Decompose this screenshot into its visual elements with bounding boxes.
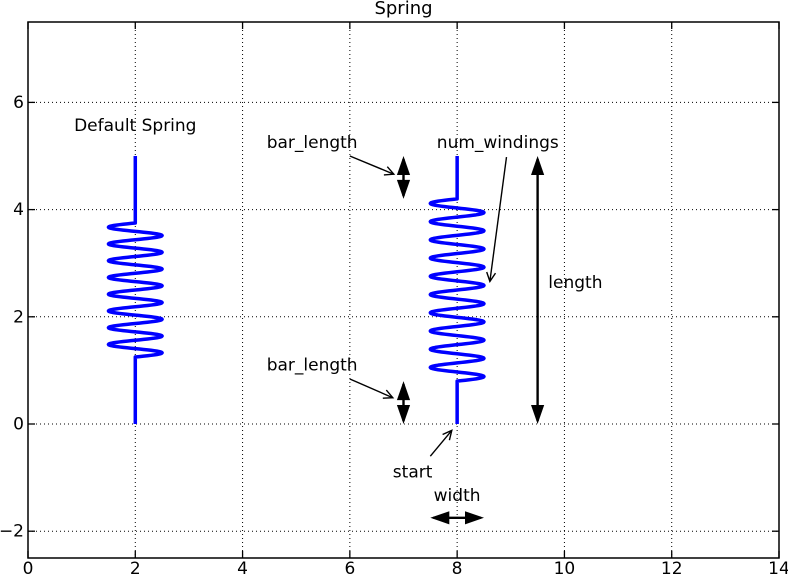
axes-frame — [27, 21, 780, 559]
num-windings-label: num_windings — [437, 133, 559, 153]
chart-title: Spring — [374, 0, 433, 19]
x-tick-label: 8 — [452, 559, 463, 577]
y-tick-label: 6 — [13, 93, 24, 113]
annotated-spring — [428, 156, 486, 424]
ticks — [27, 22, 780, 558]
start-pointer — [429, 429, 453, 457]
bar-length-top-extent — [396, 156, 411, 199]
extent-arrows — [396, 156, 545, 525]
default-spring — [106, 156, 164, 424]
length-label: length — [548, 273, 602, 293]
x-tick-label: 0 — [23, 559, 34, 577]
x-tick-label: 4 — [237, 559, 248, 577]
default-spring-label: Default Spring — [74, 116, 196, 136]
bar-length-bottom-label: bar_length — [267, 355, 358, 375]
x-tick-labels: 0 2 4 6 8 10 12 14 — [23, 559, 788, 577]
width-extent — [430, 511, 484, 525]
num-windings-pointer — [486, 156, 508, 283]
y-tick-label: 0 — [13, 415, 24, 435]
bar-length-bottom-pointer — [349, 378, 395, 399]
annotations: Default Spring bar_length num_windingsleng… — [74, 116, 602, 506]
y-tick-labels: −2 0 2 4 6 — [0, 93, 24, 542]
x-tick-label: 14 — [768, 559, 788, 577]
length-extent — [531, 156, 545, 424]
x-tick-label: 6 — [344, 559, 355, 577]
spring-lines — [106, 156, 486, 424]
x-tick-label: 12 — [661, 559, 683, 577]
x-tick-label: 2 — [130, 559, 141, 577]
bar-length-top-pointer — [349, 155, 396, 176]
y-tick-label: −2 — [0, 522, 24, 542]
width-label: width — [434, 486, 481, 506]
start-label: start — [393, 463, 433, 483]
bar-length-top-label: bar_length — [267, 133, 358, 153]
y-tick-label: 4 — [13, 200, 24, 220]
y-tick-label: 2 — [13, 307, 24, 327]
x-tick-label: 10 — [554, 559, 576, 577]
pointer-arrows — [349, 155, 508, 457]
bar-length-bottom-extent — [396, 381, 411, 424]
